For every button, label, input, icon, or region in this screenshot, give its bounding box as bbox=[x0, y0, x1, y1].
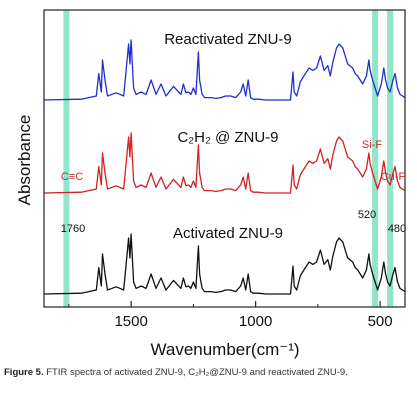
spectra-traces bbox=[43, 39, 406, 295]
highlight-bands bbox=[63, 10, 394, 307]
highlight-band-520 bbox=[372, 10, 379, 307]
x-axis: 1500 1000 500 bbox=[68, 301, 393, 330]
caption-text: FTIR spectra of activated ZNU-9, C₂H₂@ZN… bbox=[43, 367, 348, 378]
series-line-red bbox=[43, 132, 406, 194]
highlight-band-1760 bbox=[63, 10, 70, 307]
annotation-sif: Si-F bbox=[362, 139, 382, 151]
band-label-480: 480 bbox=[388, 223, 406, 235]
series-label-reactivated: Reactivated ZNU-9 bbox=[164, 31, 292, 48]
caption-label: Figure 5. bbox=[4, 367, 44, 378]
x-tick-label-1500: 1500 bbox=[114, 313, 147, 330]
x-tick-label-500: 500 bbox=[368, 313, 393, 330]
y-axis-label: Absorbance bbox=[15, 115, 34, 206]
annotation-cc: C≡C bbox=[61, 171, 83, 183]
plot-frame bbox=[43, 9, 406, 308]
band-label-1760: 1760 bbox=[61, 223, 85, 235]
x-tick-label-1000: 1000 bbox=[239, 313, 272, 330]
annotation-cuf: Cu-F bbox=[381, 171, 406, 183]
series-label-activated: Activated ZNU-9 bbox=[173, 225, 283, 242]
series-line-black bbox=[43, 233, 406, 295]
band-label-520: 520 bbox=[358, 209, 376, 221]
series-label-c2h2: C₂H₂ @ ZNU-9 bbox=[177, 129, 278, 146]
highlight-band-480 bbox=[387, 10, 394, 307]
x-axis-label: Wavenumber(cm⁻¹) bbox=[150, 340, 299, 359]
series-line-blue bbox=[43, 39, 406, 101]
figure-caption: Figure 5. FTIR spectra of activated ZNU-… bbox=[4, 365, 409, 380]
